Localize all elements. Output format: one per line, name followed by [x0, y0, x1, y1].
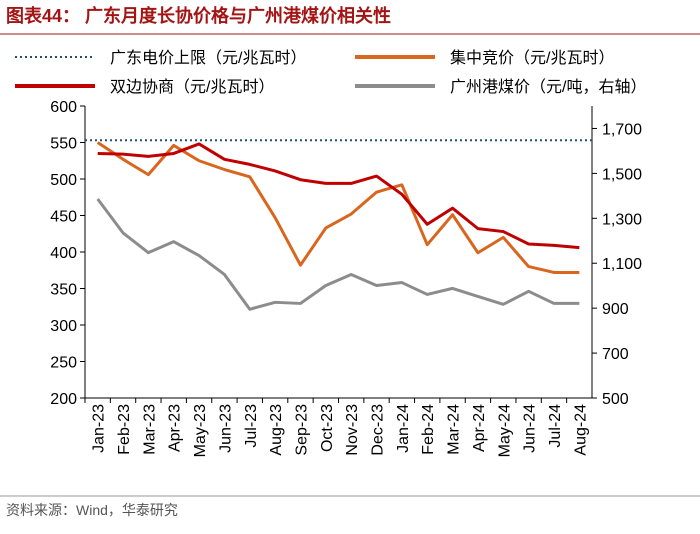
y2-tick-label: 500 — [602, 391, 629, 408]
x-tick-label: Sep-23 — [293, 404, 310, 456]
x-tick-label: Oct-23 — [319, 404, 336, 452]
source: 资料来源：Wind，华泰研究 — [6, 502, 178, 518]
y-tick-label: 550 — [50, 136, 77, 153]
x-tick-label: Jan-23 — [91, 404, 108, 453]
y2-tick-label: 1,300 — [602, 211, 642, 228]
y-tick-label: 450 — [50, 209, 77, 226]
x-tick-label: Jun-24 — [522, 404, 539, 453]
y2-tick-label: 1,500 — [602, 166, 642, 183]
x-tick-label: Mar-24 — [446, 404, 463, 455]
x-tick-label: Jul-24 — [547, 404, 564, 448]
legend-label: 广东电价上限（元/兆瓦时） — [110, 49, 306, 67]
series-line — [96, 198, 580, 311]
x-tick-label: May-23 — [192, 404, 209, 457]
y2-tick-label: 700 — [602, 346, 629, 363]
series-line — [96, 141, 580, 274]
x-tick-label: Aug-24 — [572, 404, 589, 456]
y-tick-label: 250 — [50, 355, 77, 372]
x-tick-label: Aug-23 — [268, 404, 285, 456]
y-tick-label: 500 — [50, 172, 77, 189]
x-tick-label: Feb-23 — [116, 404, 133, 455]
x-tick-label: Feb-24 — [420, 404, 437, 455]
legend-label: 集中竞价（元/兆瓦时） — [450, 49, 614, 67]
y2-tick-label: 1,100 — [602, 256, 642, 273]
x-tick-label: Jun-23 — [217, 404, 234, 453]
y2-tick-label: 1,700 — [602, 121, 642, 138]
x-tick-label: Jan-24 — [395, 404, 412, 453]
x-tick-label: Apr-23 — [167, 404, 184, 452]
y-tick-label: 400 — [50, 245, 77, 262]
x-tick-label: Nov-23 — [344, 404, 361, 456]
x-tick-label: Dec-23 — [370, 404, 387, 456]
legend-label: 双边协商（元/兆瓦时） — [110, 78, 274, 96]
y-tick-label: 350 — [50, 282, 77, 299]
y-tick-label: 200 — [50, 391, 77, 408]
x-tick-label: Apr-24 — [471, 404, 488, 452]
x-tick-label: Mar-23 — [141, 404, 158, 455]
legend-label: 广州港煤价（元/吨，右轴） — [450, 78, 646, 96]
x-tick-label: Jul-23 — [243, 404, 260, 448]
y-tick-label: 300 — [50, 318, 77, 335]
y-tick-label: 600 — [50, 99, 77, 116]
y2-tick-label: 900 — [602, 301, 629, 318]
chart-title: 图表44： 广东月度长协价格与广州港煤价相关性 — [6, 5, 391, 26]
series-line — [97, 142, 580, 250]
x-tick-label: May-24 — [496, 404, 513, 457]
